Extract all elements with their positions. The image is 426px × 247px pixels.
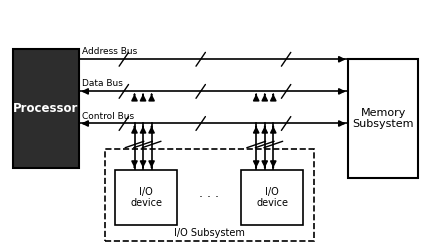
Text: Data Bus: Data Bus — [82, 80, 123, 88]
Text: · · ·: · · · — [199, 191, 219, 204]
Text: Address Bus: Address Bus — [82, 47, 137, 56]
Text: I/O
device: I/O device — [256, 187, 288, 208]
Bar — [13, 49, 79, 168]
Text: Memory
Subsystem: Memory Subsystem — [351, 108, 413, 129]
Bar — [104, 149, 313, 241]
Bar — [241, 170, 302, 225]
Text: I/O
device: I/O device — [130, 187, 162, 208]
Text: I/O Subsystem: I/O Subsystem — [173, 228, 244, 238]
Text: Control Bus: Control Bus — [82, 112, 134, 121]
Bar — [347, 59, 417, 178]
Bar — [115, 170, 177, 225]
Text: Processor: Processor — [13, 102, 78, 115]
